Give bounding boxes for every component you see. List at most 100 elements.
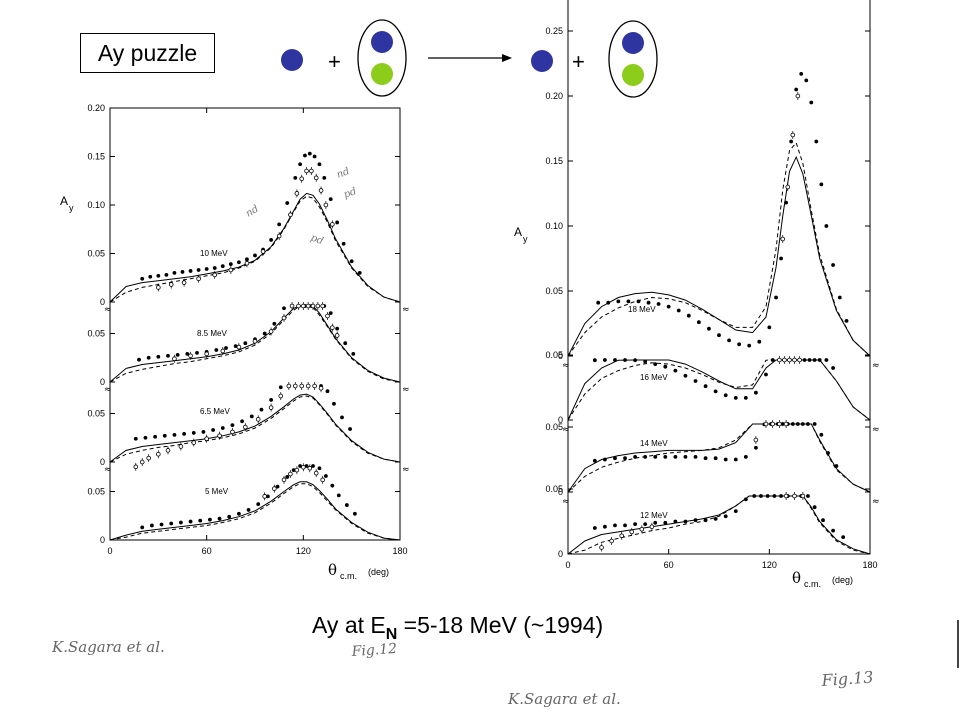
data-point-nd (140, 276, 145, 281)
handwritten-fig-right: Fig.13 (820, 667, 874, 690)
energy-label: 5 MeV (205, 487, 229, 496)
data-point-nd (696, 320, 701, 325)
data-point-nd (764, 372, 768, 377)
data-point-nd (603, 358, 607, 362)
data-point-nd (821, 518, 825, 523)
energy-label: 8.5 MeV (197, 329, 227, 338)
data-point-pd (288, 212, 293, 218)
data-point-pd (797, 357, 802, 363)
data-point-nd (349, 259, 354, 264)
axis-break-mark: ≈ (402, 465, 410, 475)
data-point-nd (785, 494, 790, 498)
data-point-nd (819, 432, 824, 437)
data-point-nd (293, 384, 298, 388)
data-point-nd (831, 366, 835, 370)
data-point-nd (633, 522, 638, 526)
data-point-nd (772, 494, 777, 498)
x-axis-unit: (deg) (368, 567, 389, 577)
axis-break-mark: ≈ (104, 465, 112, 475)
handwritten-annotation: pd (342, 186, 358, 201)
data-point-nd (146, 355, 151, 360)
data-point-nd (236, 511, 241, 516)
data-point-nd (293, 175, 298, 180)
data-point-pd (289, 303, 295, 309)
data-point-pd (330, 325, 335, 330)
data-point-pd (139, 459, 145, 465)
data-point-pd (188, 353, 193, 359)
data-point-nd (633, 358, 638, 363)
data-point-nd (185, 351, 190, 356)
y-tick-label: 0 (100, 297, 105, 307)
data-point-nd (814, 139, 819, 144)
data-point-pd (309, 168, 314, 174)
data-point-nd (723, 457, 728, 462)
x-tick-label: 0 (565, 560, 570, 570)
y-tick-label: 0.10 (545, 221, 563, 231)
data-point-pd (649, 524, 655, 529)
theory-curve-nd (109, 192, 401, 303)
data-point-pd (255, 417, 261, 422)
data-point-nd (290, 304, 294, 308)
data-point-nd (713, 456, 718, 461)
data-point-nd (164, 272, 169, 277)
data-point-nd (307, 151, 312, 156)
data-point-pd (191, 440, 197, 445)
data-point-nd (643, 455, 648, 459)
data-point-nd (777, 358, 782, 362)
data-point-pd (262, 494, 267, 499)
data-point-nd (723, 393, 728, 398)
data-point-pd (236, 344, 242, 350)
data-point-nd (309, 304, 314, 308)
data-point-nd (713, 389, 718, 394)
data-point-pd (310, 303, 316, 309)
title-box: Ay puzzle (80, 33, 215, 73)
data-point-nd (693, 518, 698, 523)
data-point-nd (140, 525, 145, 530)
data-point-pd (330, 222, 335, 227)
data-point-nd (285, 201, 290, 205)
y-tick-label: 0.05 (87, 329, 105, 339)
data-point-pd (294, 191, 300, 196)
data-point-nd (335, 220, 340, 225)
data-point-nd (277, 222, 282, 227)
data-point-nd (298, 464, 303, 468)
data-point-nd (623, 523, 627, 528)
data-point-nd (196, 268, 201, 272)
data-point-nd (812, 422, 817, 426)
data-point-nd (304, 464, 309, 468)
data-point-pd (244, 260, 250, 266)
data-point-nd (592, 526, 597, 530)
data-point-nd (335, 326, 340, 331)
data-point-nd (214, 348, 219, 352)
data-point-pd (304, 168, 309, 174)
data-point-pd (323, 202, 329, 208)
data-point-pd (228, 267, 234, 273)
x-tick-label: 120 (762, 560, 777, 570)
deuteron-proton-left (371, 31, 393, 53)
data-point-pd (296, 303, 301, 309)
data-point-nd (824, 358, 829, 362)
data-point-pd (286, 383, 292, 389)
data-point-nd (217, 516, 222, 521)
data-point-nd (312, 384, 317, 388)
data-point-nd (765, 494, 770, 498)
data-point-nd (246, 508, 251, 512)
axis-break-mark: ≈ (872, 497, 880, 507)
data-point-pd (318, 385, 324, 391)
data-point-nd (785, 422, 790, 426)
data-point-nd (315, 304, 320, 308)
y-tick-label: 0 (558, 487, 563, 497)
x-tick-label: 60 (202, 546, 212, 556)
handwritten-author-left: K.Sagara et al. (51, 638, 165, 656)
data-point-nd (340, 415, 344, 420)
y-axis-label-sub: y (69, 203, 74, 213)
data-point-nd (322, 175, 327, 180)
data-point-pd (299, 176, 305, 182)
data-point-nd (328, 197, 333, 202)
data-point-nd (703, 384, 708, 389)
data-point-pd (299, 383, 305, 389)
data-point-nd (211, 428, 216, 432)
data-point-nd (207, 517, 212, 522)
caption-prefix: Ay at E (312, 612, 386, 638)
data-point-nd (212, 266, 217, 270)
